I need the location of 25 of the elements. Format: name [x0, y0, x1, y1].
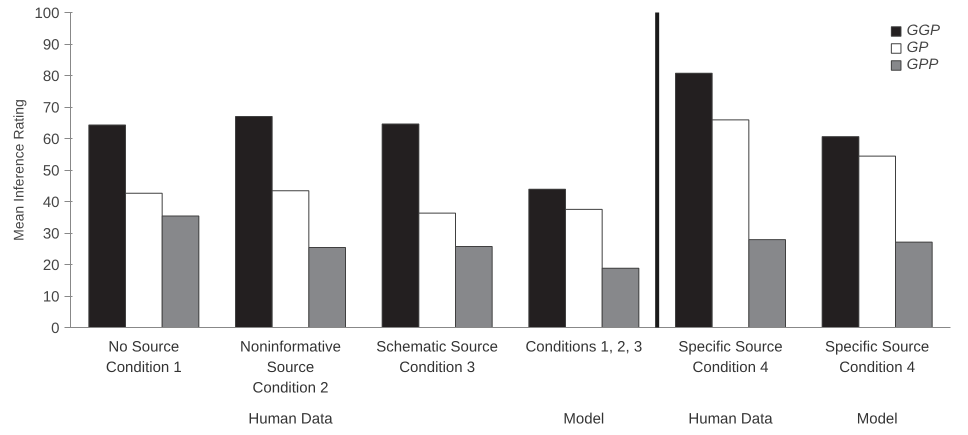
- y-axis-title: Mean Inference Rating: [10, 99, 26, 241]
- y-tick-label: 100: [34, 5, 60, 22]
- x-tick-label: No Source Condition 1: [106, 338, 182, 376]
- y-tick-label: 90: [42, 36, 60, 54]
- x-tick-label: Noninformative Source Condition 2: [240, 338, 341, 396]
- x-tick-label: Specific Source Condition 4: [678, 338, 783, 376]
- x-tick-label: Schematic Source Condition 3: [376, 338, 498, 376]
- y-tick-label: 10: [42, 288, 60, 306]
- y-tick-label: 40: [42, 194, 60, 211]
- y-tick-label: 50: [42, 162, 60, 180]
- text: Model: [563, 410, 604, 428]
- text: Human Data: [688, 410, 774, 428]
- y-tick-label: 60: [42, 131, 60, 148]
- legend-label: GP: [906, 39, 928, 56]
- text: Model: [856, 410, 898, 428]
- x-tick-label: Specific Source Condition 4: [825, 338, 930, 376]
- y-tick-label: 30: [42, 226, 60, 242]
- y-tick-label: 0: [51, 320, 60, 337]
- text: Human Data: [248, 410, 334, 428]
- legend-label: GPP: [906, 56, 938, 73]
- y-tick-label: 70: [42, 100, 60, 116]
- y-tick-label: 80: [42, 68, 60, 85]
- legend-label: GGP: [906, 22, 940, 39]
- y-tick-label: 20: [42, 257, 60, 274]
- x-tick-label: Conditions 1, 2, 3: [525, 338, 642, 356]
